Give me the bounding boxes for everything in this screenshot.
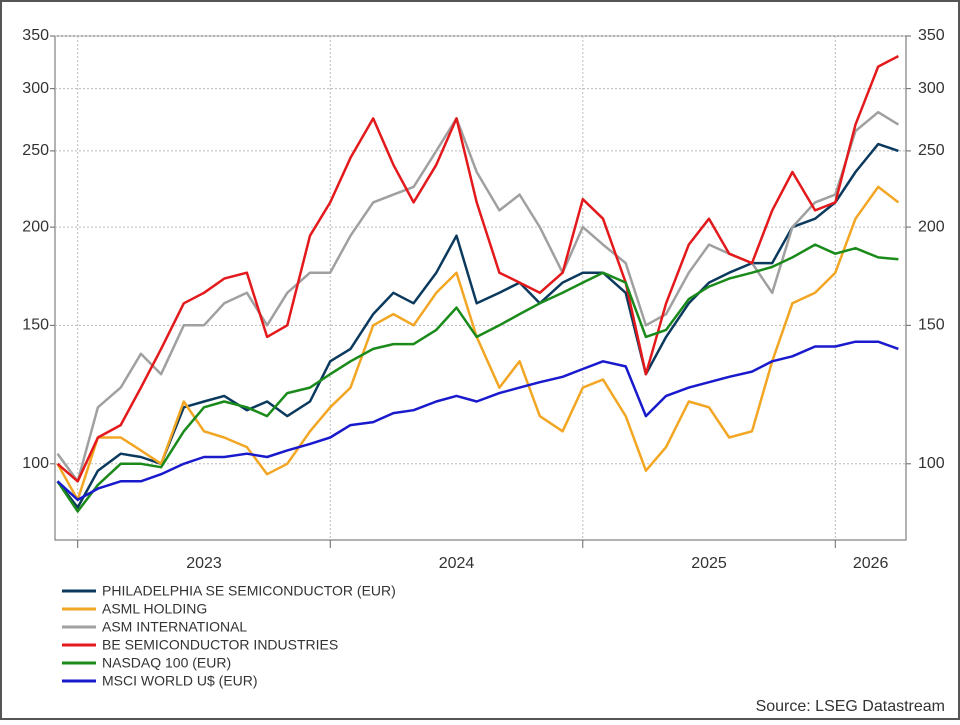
legend-label: MSCI WORLD U$ (EUR) <box>102 673 258 689</box>
series-line <box>56 243 899 513</box>
y2-tick-label: 350 <box>918 27 945 44</box>
legend-label: BE SEMICONDUCTOR INDUSTRIES <box>102 637 338 653</box>
y-tick-label: 300 <box>22 80 49 97</box>
legend-label: PHILADELPHIA SE SEMICONDUCTOR (EUR) <box>102 583 396 599</box>
y-tick-label: 200 <box>22 218 49 235</box>
series-line <box>56 142 899 509</box>
y2-tick-label: 300 <box>918 80 945 97</box>
x-tick-label: 2023 <box>186 555 222 572</box>
y2-tick-label: 250 <box>918 142 945 159</box>
y2-tick-label: 150 <box>918 317 945 334</box>
x-tick-label: 2025 <box>691 555 727 572</box>
y-tick-label: 350 <box>22 27 49 44</box>
y2-tick-label: 200 <box>918 218 945 235</box>
legend-label: ASM INTERNATIONAL <box>102 619 247 635</box>
legend-label: ASML HOLDING <box>102 601 207 617</box>
series-line <box>56 110 900 483</box>
x-tick-label: 2024 <box>439 555 475 572</box>
source-note: Source: LSEG Datastream <box>756 698 945 715</box>
series-line <box>56 340 899 502</box>
series-line <box>56 54 899 483</box>
y-tick-label: 150 <box>22 317 49 334</box>
y-tick-label: 250 <box>22 142 49 159</box>
legend-label: NASDAQ 100 (EUR) <box>102 655 231 671</box>
x-tick-label: 2026 <box>853 555 889 572</box>
y2-tick-label: 100 <box>918 455 945 472</box>
y-tick-label: 100 <box>22 455 49 472</box>
